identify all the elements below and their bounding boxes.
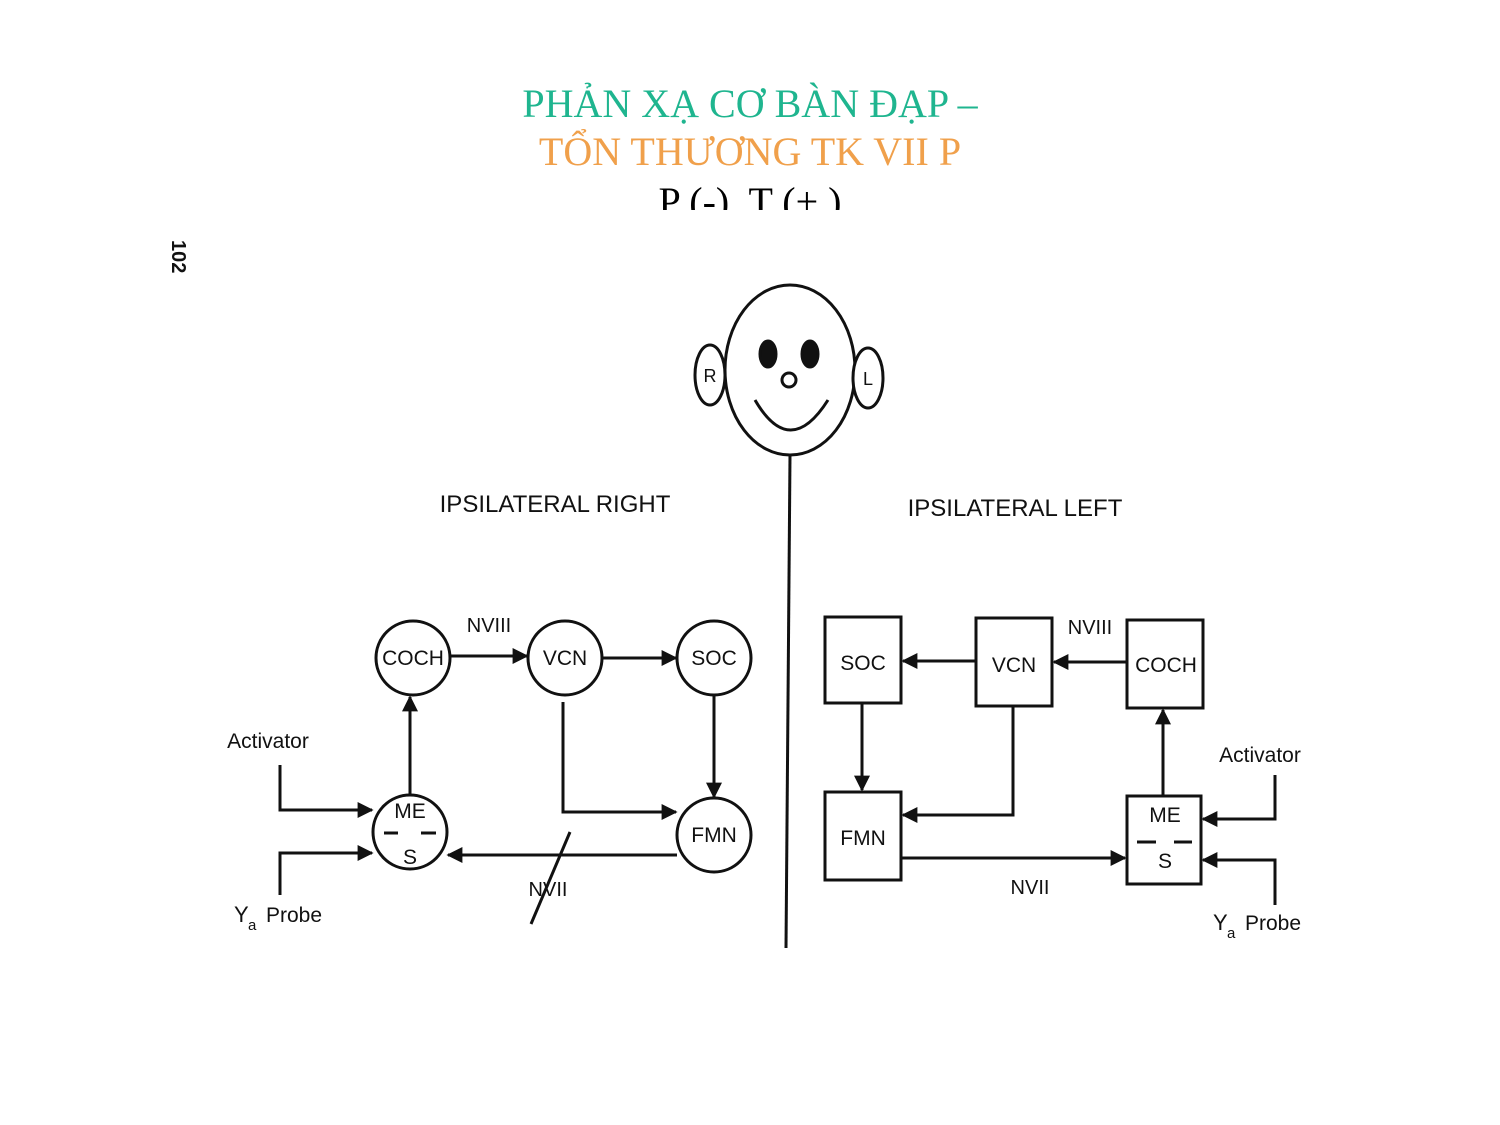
heading-ipsilateral-right: IPSILATERAL RIGHT (440, 491, 671, 518)
right-probe-y: Y (234, 902, 249, 927)
left-probe-label: Probe (1245, 912, 1301, 935)
right-s-label: S (403, 846, 417, 869)
right-soc-label: SOC (691, 647, 737, 670)
right-coch-node (374, 619, 452, 697)
right-ear-label: R (704, 366, 717, 386)
right-activator-arrow (278, 765, 374, 818)
left-ear-label: L (863, 369, 873, 389)
right-me-label: ME (394, 800, 426, 823)
slide-title-line-3: P (-), T (+ ) (658, 179, 842, 210)
slide-title-line-1: PHẢN XẠ CƠ BÀN ĐẠP – (522, 81, 978, 126)
left-me-node (1125, 794, 1203, 886)
right-nvii-label: NVII (529, 879, 568, 901)
left-soc-label: SOC (840, 652, 886, 675)
left-coch-node (1125, 618, 1205, 710)
right-vcn-label: VCN (543, 647, 587, 670)
left-probe-subscript: a (1227, 925, 1236, 942)
left-vcn-node (974, 616, 1054, 708)
right-probe-arrow (278, 845, 374, 895)
right-probe-label: Probe (266, 904, 322, 927)
left-soc-node (823, 615, 903, 705)
face-icon (693, 283, 885, 457)
right-activator-label: Activator (227, 730, 309, 753)
right-fmn-label: FMN (691, 824, 737, 847)
midline-divider (784, 454, 792, 949)
left-nviii-label: NVIII (1068, 617, 1112, 639)
heading-ipsilateral-left: IPSILATERAL LEFT (908, 495, 1123, 522)
left-activator-label: Activator (1219, 744, 1301, 767)
left-fmn-label: FMN (840, 827, 886, 850)
slide-title-line-2: TỔN THƯƠNG TK VII P (538, 129, 962, 174)
left-nvii-label: NVII (1011, 877, 1050, 899)
left-arrow-vcn-fmn (901, 706, 1015, 823)
left-probe-arrow (1201, 852, 1277, 905)
page-number: 102 (167, 240, 189, 273)
right-nvii-lesion-mark (529, 831, 572, 925)
left-s-label: S (1158, 850, 1172, 873)
left-me-label: ME (1149, 804, 1181, 827)
left-coch-label: COCH (1135, 654, 1197, 677)
left-activator-arrow (1201, 775, 1277, 827)
right-nviii-label: NVIII (467, 615, 511, 637)
right-probe-subscript: a (248, 917, 257, 934)
right-coch-label: COCH (382, 647, 444, 670)
left-fmn-node (823, 790, 903, 882)
left-probe-y: Y (1213, 910, 1228, 935)
right-arrow-vcn-fmn (561, 702, 678, 820)
left-vcn-label: VCN (992, 654, 1036, 677)
